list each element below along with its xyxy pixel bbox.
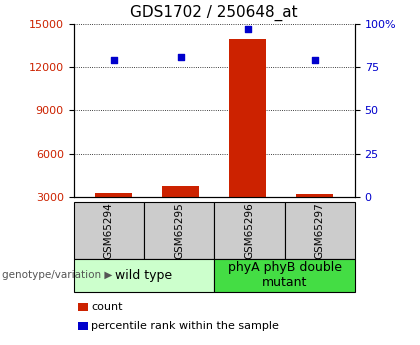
Text: GSM65297: GSM65297 (315, 202, 325, 259)
Point (311, 58, 318, 63)
Bar (229, 39, 266, 197)
Text: percentile rank within the sample: percentile rank within the sample (91, 321, 279, 331)
Text: count: count (91, 302, 123, 312)
Text: GSM65296: GSM65296 (244, 202, 255, 259)
Bar (296, 194, 333, 197)
Text: wild type: wild type (115, 269, 173, 282)
Text: GSM65294: GSM65294 (104, 202, 114, 259)
Text: genotype/variation ▶: genotype/variation ▶ (2, 270, 113, 280)
Point (110, 58, 117, 63)
Bar (162, 186, 199, 197)
Bar (95, 193, 132, 197)
Text: phyA phyB double
mutant: phyA phyB double mutant (228, 261, 341, 289)
Point (177, 54, 184, 60)
Title: GDS1702 / 250648_at: GDS1702 / 250648_at (130, 5, 298, 21)
Point (244, 27, 251, 32)
Text: GSM65295: GSM65295 (174, 202, 184, 259)
